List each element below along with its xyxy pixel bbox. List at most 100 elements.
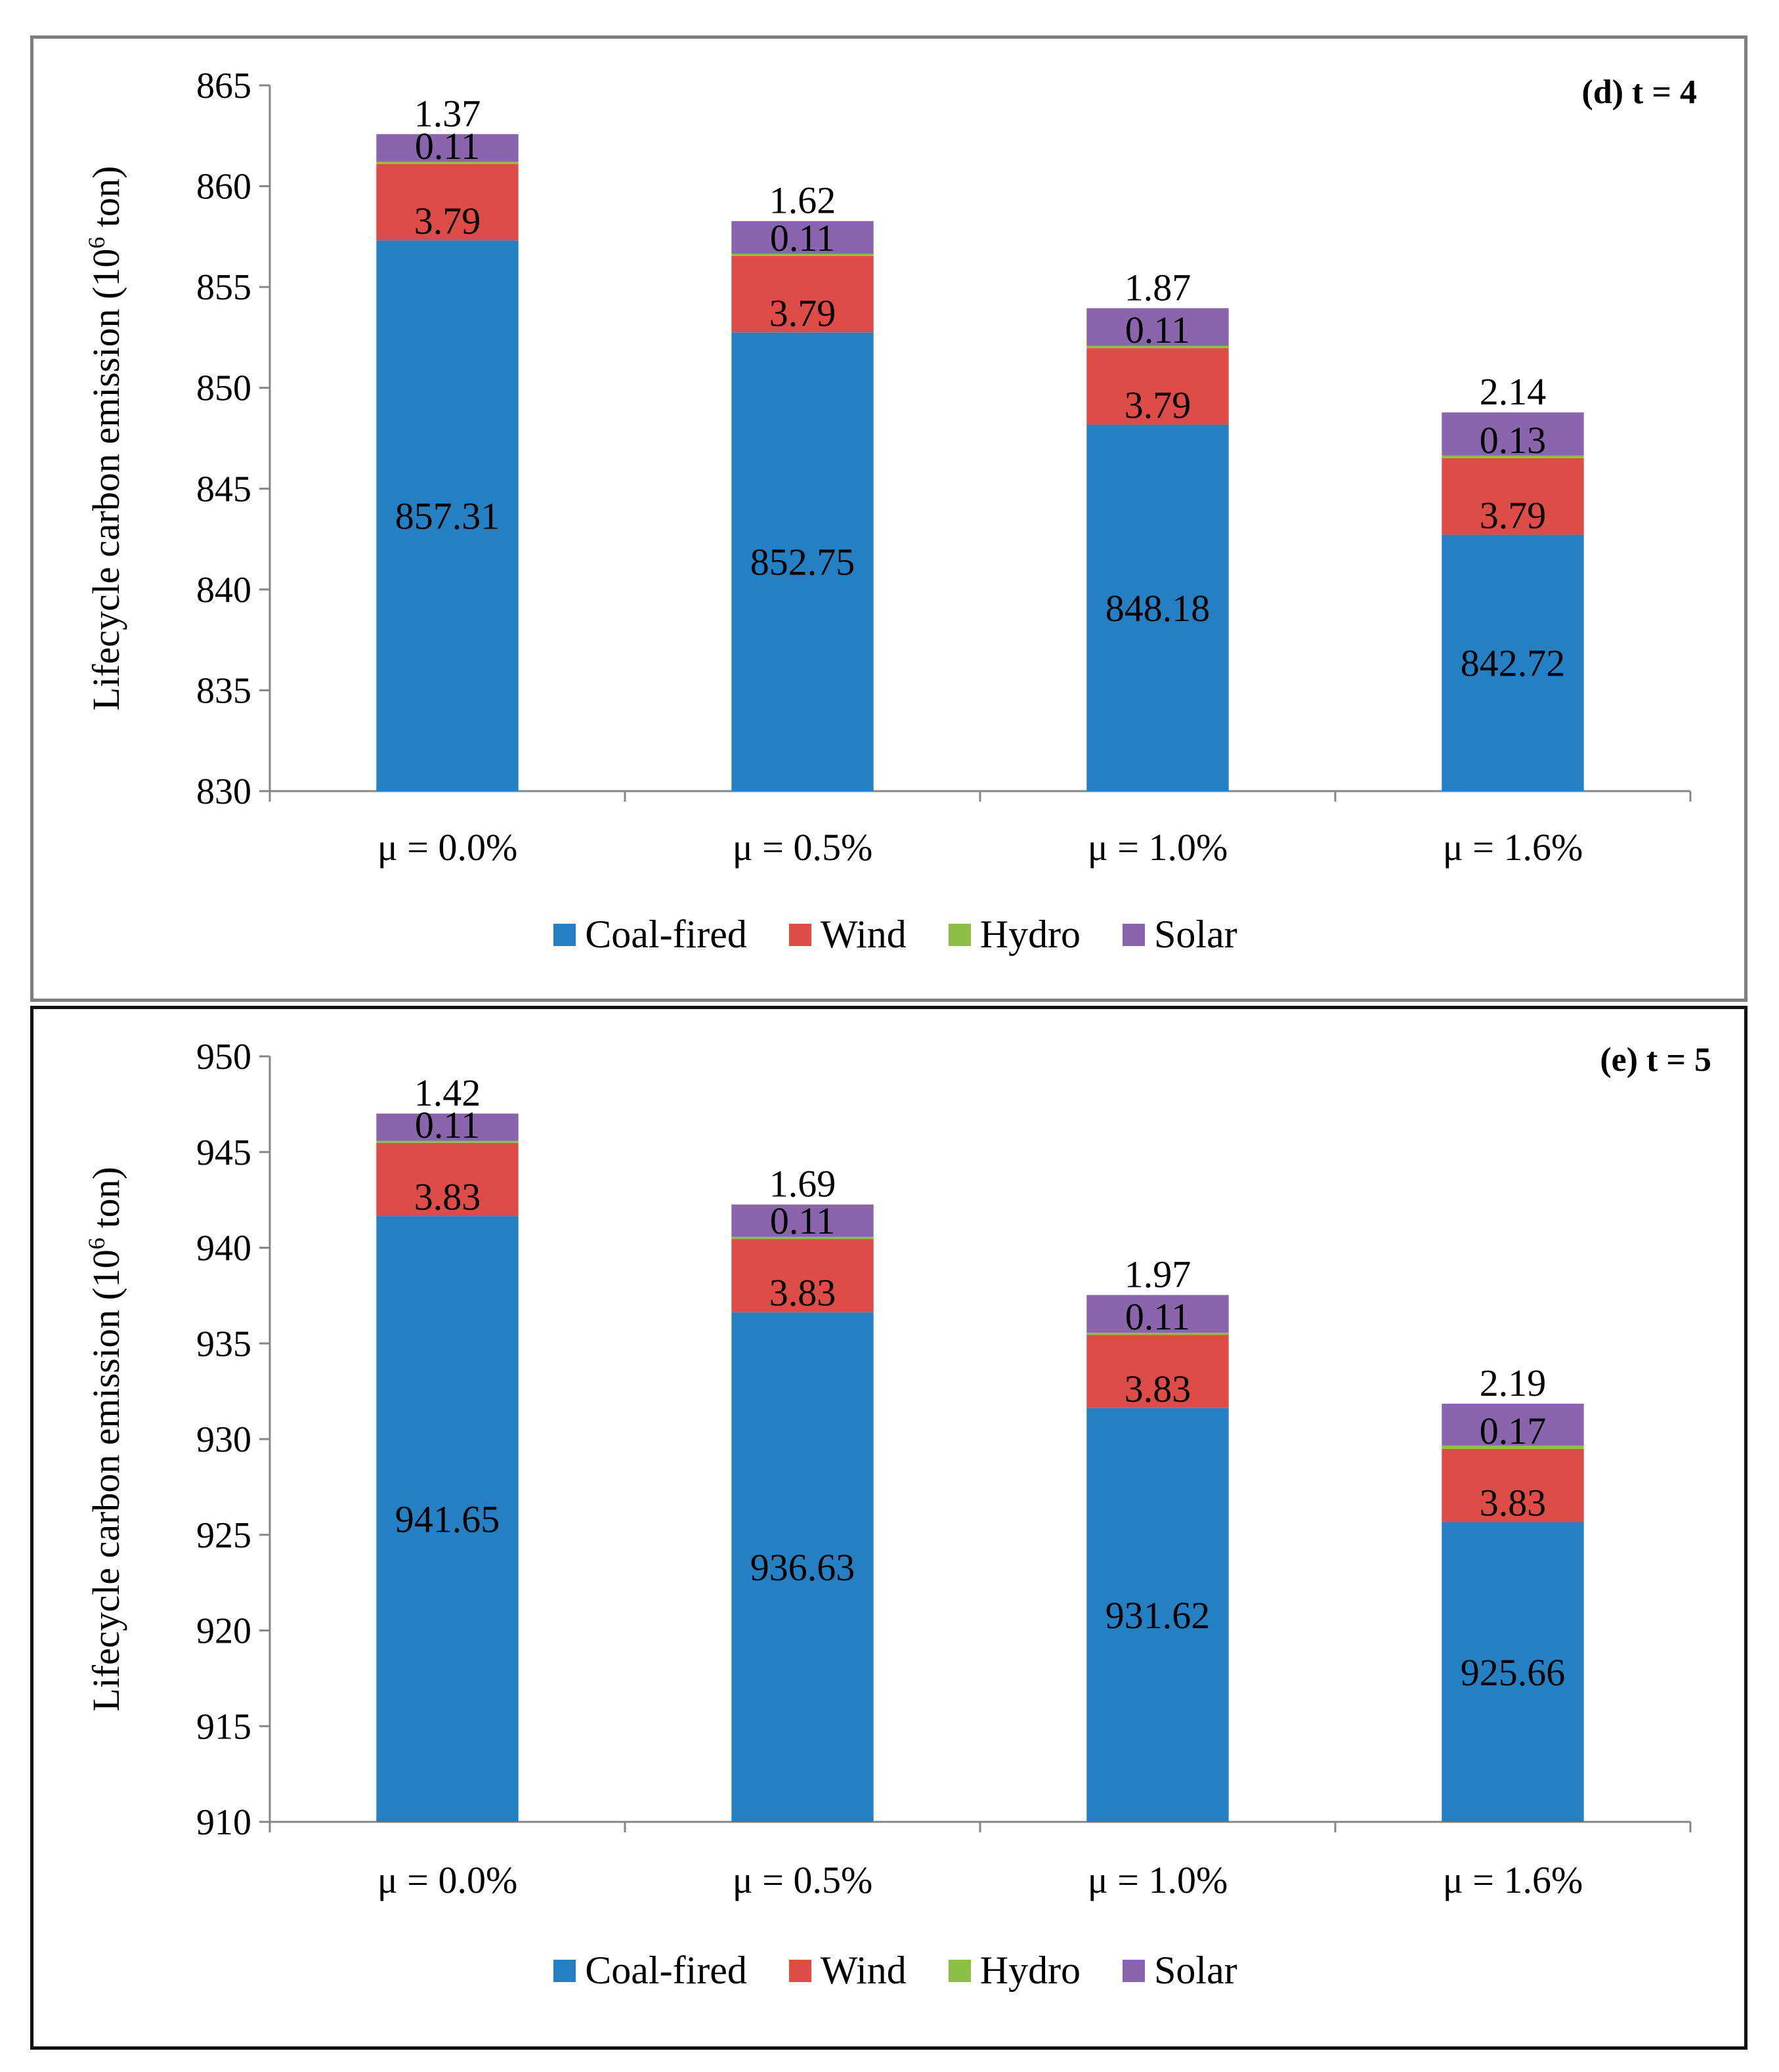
chart-d-label-coal: 842.72	[1461, 642, 1566, 685]
chart-e-label-coal: 941.65	[395, 1498, 500, 1541]
chart-d-label-hydro: 0.11	[1125, 309, 1190, 351]
legend-swatch-coal	[553, 923, 576, 946]
chart-e-bar-solar	[1086, 1295, 1229, 1333]
chart-e-label-solar: 1.97	[1125, 1253, 1191, 1296]
chart-e-bar-solar	[1442, 1404, 1584, 1446]
chart-e-y-tick-label: 925	[196, 1515, 251, 1556]
legend-swatch-solar	[1123, 923, 1146, 946]
legend-label-wind: Wind	[820, 913, 907, 956]
chart-d-label-wind: 3.79	[414, 200, 481, 242]
chart-e-x-tick-label: μ = 0.0%	[377, 1859, 518, 1901]
chart-d-y-tick-label: 845	[196, 469, 251, 509]
chart-panel-e: 910 915 920 925 930 935 940 945 950 Lifecycle car…	[30, 1006, 1747, 2050]
chart-e-label-coal: 931.62	[1105, 1594, 1211, 1637]
chart-d-bar-wind	[731, 255, 874, 333]
chart-d-bar-wind	[376, 163, 519, 241]
chart-d-label-hydro: 0.13	[1480, 419, 1547, 462]
chart-d-bar-wind	[1442, 458, 1584, 535]
chart-e-bar-coal	[1086, 1408, 1229, 1822]
chart-e-label-solar: 1.69	[769, 1163, 836, 1205]
chart-d-label-hydro: 0.11	[415, 125, 480, 167]
chart-e-label-hydro: 0.11	[415, 1104, 480, 1146]
chart-d-x-tick-label: μ = 0.5%	[733, 826, 873, 869]
legend-label-wind: Wind	[820, 1949, 907, 1992]
chart-d-bar-hydro	[731, 253, 874, 256]
legend-swatch-solar	[1123, 1959, 1146, 1982]
chart-d-plot: 830 835 840 845 850 855 860 865 Lifecycle carbon…	[83, 66, 1692, 869]
chart-e-legend: Coal-fired Wind Hydro Solar	[33, 1948, 1744, 1993]
legend-label-coal: Coal-fired	[585, 913, 747, 956]
legend-item-wind: Wind	[788, 1948, 907, 1993]
chart-e-label-wind: 3.83	[769, 1272, 836, 1314]
chart-e-y-axis-title-sup: 6	[83, 1238, 110, 1249]
legend-item-solar: Solar	[1123, 912, 1237, 957]
legend-item-hydro: Hydro	[948, 912, 1081, 957]
chart-d-y-axis-title-part: Lifecycle carbon emission (10	[85, 249, 127, 711]
chart-e-y-axis-title-part: ton)	[85, 1167, 127, 1238]
chart-e-label-hydro: 0.11	[770, 1199, 835, 1242]
chart-d-bar-hydro	[1442, 455, 1584, 458]
chart-d-legend: Coal-fired Wind Hydro Solar	[33, 912, 1744, 957]
chart-e-y-axis-title-part: Lifecycle carbon emission (10	[85, 1249, 127, 1712]
legend-item-coal: Coal-fired	[553, 912, 747, 957]
chart-d-bar-wind	[1086, 348, 1229, 425]
chart-e-y-tick-label: 935	[196, 1324, 251, 1364]
chart-d-label-solar: 1.37	[414, 92, 481, 135]
chart-d-label-wind: 3.79	[769, 291, 836, 334]
chart-e-label-hydro: 0.11	[1125, 1295, 1190, 1338]
chart-d-label-solar: 1.62	[769, 179, 836, 222]
legend-swatch-hydro	[948, 1959, 971, 1982]
legend-label-solar: Solar	[1154, 1949, 1237, 1992]
legend-label-solar: Solar	[1154, 913, 1237, 956]
chart-d-label-hydro: 0.11	[770, 217, 835, 259]
chart-e-y-tick-label: 940	[196, 1228, 251, 1269]
chart-d-bar-coal	[731, 332, 874, 791]
legend-label-hydro: Hydro	[979, 913, 1081, 956]
chart-d-y-tick-label: 840	[196, 570, 251, 611]
legend-label-hydro: Hydro	[979, 1949, 1081, 1992]
chart-e-bar-coal	[731, 1312, 874, 1822]
chart-d-y-tick-label: 860	[196, 167, 251, 207]
chart-e-label-coal: 936.63	[750, 1546, 855, 1589]
chart-e-bar-hydro	[731, 1236, 874, 1240]
chart-d-y-axis-title-part: ton)	[85, 166, 127, 237]
chart-d-x-tick-label: μ = 1.0%	[1088, 826, 1228, 869]
chart-e-bar-wind	[1086, 1335, 1229, 1408]
chart-d-y-tick-label: 830	[196, 771, 251, 812]
chart-e-bar-coal	[1442, 1522, 1584, 1822]
chart-panel-d: 830 835 840 845 850 855 860 865 Lifecycle carbon…	[30, 35, 1747, 1002]
chart-d-bar-coal	[376, 240, 519, 791]
chart-d-bar-solar	[1086, 308, 1229, 346]
chart-e-bar-hydro	[1442, 1445, 1584, 1449]
chart-d-label-coal: 857.31	[395, 495, 500, 538]
chart-e-bar-coal	[376, 1216, 519, 1822]
chart-e-label-wind: 3.83	[1480, 1482, 1547, 1524]
chart-e-y-axis-title: Lifecycle carbon emission (106 ton)	[83, 1167, 127, 1712]
legend-item-coal: Coal-fired	[553, 1948, 747, 1993]
chart-e-label-wind: 3.83	[1125, 1368, 1191, 1410]
chart-d-label-coal: 848.18	[1105, 587, 1211, 630]
chart-e-label-hydro: 0.17	[1480, 1410, 1547, 1452]
chart-d-label-wind: 3.79	[1125, 384, 1191, 427]
chart-d-y-tick-label: 855	[196, 267, 251, 308]
chart-e-y-tick-label: 920	[196, 1611, 251, 1652]
legend-item-solar: Solar	[1123, 1948, 1237, 1993]
chart-e-y-tick-label: 910	[196, 1802, 251, 1843]
legend-swatch-wind	[788, 923, 811, 946]
chart-e-label-solar: 1.42	[414, 1071, 481, 1114]
chart-e-label-wind: 3.83	[414, 1175, 481, 1218]
chart-e-title: (e) t = 5	[1600, 1041, 1711, 1079]
chart-d-bar-hydro	[376, 162, 519, 164]
chart-e-bar-hydro	[1086, 1332, 1229, 1335]
chart-d-label-wind: 3.79	[1480, 494, 1547, 536]
chart-e-y-tick-label: 930	[196, 1419, 251, 1460]
legend-swatch-coal	[553, 1959, 576, 1982]
chart-d-bar-solar	[731, 221, 874, 254]
chart-e-y-tick-label: 915	[196, 1706, 251, 1747]
chart-d-label-solar: 2.14	[1480, 370, 1547, 413]
chart-e-bar-hydro	[376, 1140, 519, 1143]
chart-d-x-tick-label: μ = 1.6%	[1443, 826, 1583, 869]
chart-d-title: (d) t = 4	[1581, 74, 1698, 111]
chart-e-x-tick-label: μ = 0.5%	[733, 1859, 873, 1901]
chart-d-bar-coal	[1442, 534, 1584, 791]
